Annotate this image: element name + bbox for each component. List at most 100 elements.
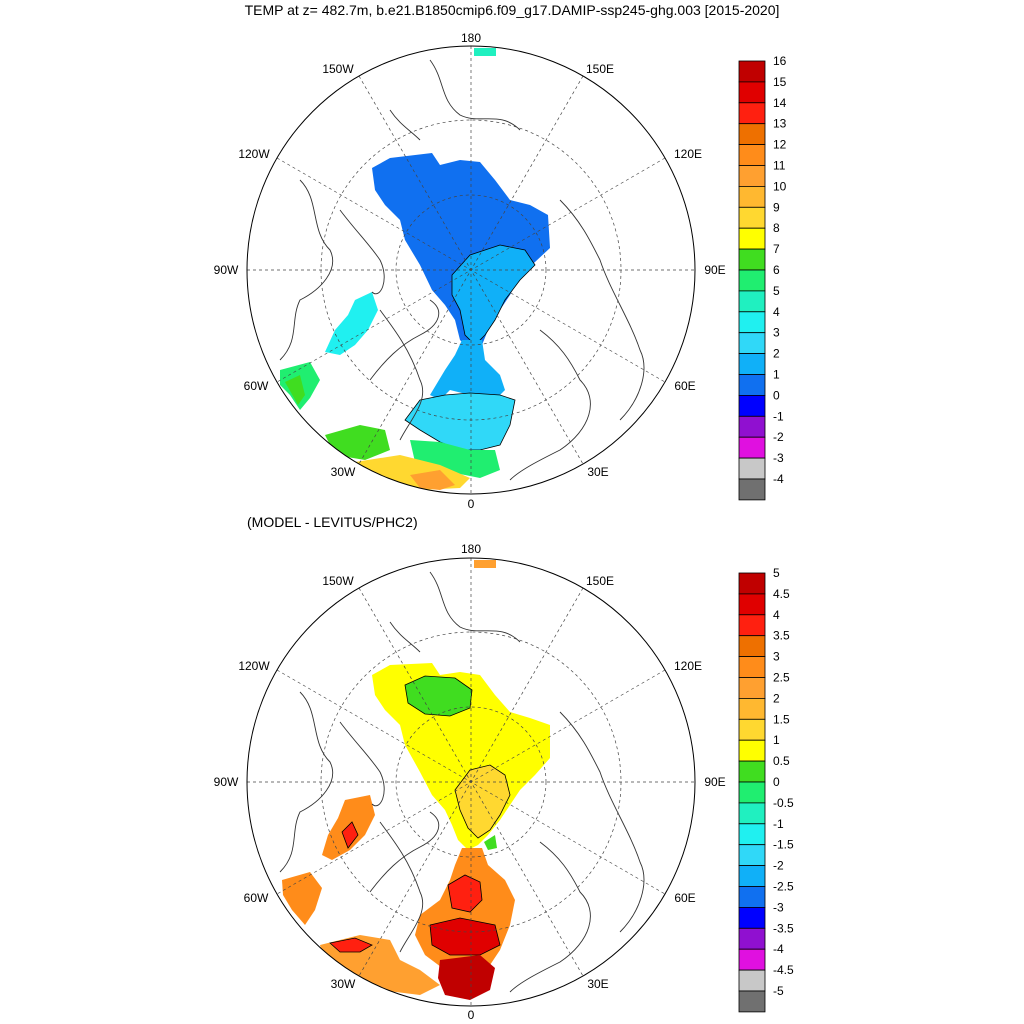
bottom-colorbar-swatch: [738, 907, 766, 929]
top-map-border: [246, 45, 696, 495]
bottom-colorbar-tick-label: -0.5: [773, 796, 794, 810]
bottom-colorbar-swatch: [738, 572, 766, 595]
top-colorbar-tick-label: 2: [773, 347, 780, 361]
top-colorbar-swatch: [738, 102, 766, 125]
bottom-map-border: [246, 557, 696, 1007]
top-colorbar-swatch: [738, 415, 766, 438]
top-colorbar-swatch: [738, 353, 766, 375]
bottom-colorbar-swatch: [738, 969, 766, 992]
top-colorbar-tick-label: 1: [773, 368, 780, 382]
top-colorbar-swatch: [738, 165, 766, 187]
bottom-colorbar-swatch: [738, 718, 766, 741]
top-colorbar-tick-label: 8: [773, 221, 780, 235]
bottom-label-90e: 90E: [704, 775, 725, 789]
top-colorbar-swatch: [738, 227, 766, 250]
top-colorbar-tick-label: 11: [773, 159, 786, 173]
bottom-label-150w: 150W: [322, 574, 354, 588]
bottom-label-180: 180: [461, 542, 481, 556]
bottom-polar-map: 180 150W 150E 120W 120E 90W 90E 60W 60E …: [214, 542, 726, 1022]
difference-subtitle: (MODEL - LEVITUS/PHC2): [247, 514, 418, 530]
top-colorbar-tick-label: -2: [773, 430, 784, 444]
bottom-coastlines: [279, 571, 645, 993]
top-colorbar-swatch: [738, 374, 766, 396]
bottom-colorbar-tick-label: 0: [773, 775, 780, 789]
top-label-90e: 90E: [704, 263, 725, 277]
bottom-green-spot: [484, 835, 497, 850]
bottom-colorbar-swatch: [738, 593, 766, 616]
bottom-colorbar-tick-label: -2.5: [773, 880, 794, 894]
bottom-colorbar-swatch: [738, 677, 766, 699]
bottom-colorbar-tick-label: -2: [773, 859, 784, 873]
bottom-colorbar-swatch: [738, 886, 766, 908]
top-colorbar-swatch: [738, 457, 766, 480]
bottom-nordic-deep: [429, 917, 501, 956]
top-label-0: 0: [468, 497, 475, 511]
top-colorbar-swatch: [738, 144, 766, 166]
top-colorbar-tick-label: 16: [773, 54, 787, 68]
bottom-colorbar-swatch: [738, 781, 766, 804]
top-colorbar-tick-label: 6: [773, 263, 780, 277]
top-colorbar-tick-label: 13: [773, 117, 787, 131]
top-colorbar-tick-label: 9: [773, 200, 780, 214]
top-label-60w: 60W: [244, 379, 269, 393]
bottom-colorbar-tick-label: -1: [773, 817, 784, 831]
top-label-150e: 150E: [586, 62, 614, 76]
top-colorbar-swatch: [738, 60, 766, 83]
top-colorbar-tick-label: -4: [773, 472, 784, 486]
bottom-colorbar-tick-label: -5: [773, 984, 784, 998]
top-labrador-core: [285, 375, 305, 405]
top-nordic-green-field: [410, 440, 500, 478]
top-colorbar-tick-label: 3: [773, 326, 780, 340]
bottom-colorbar-tick-label: -4: [773, 942, 784, 956]
figure-title: TEMP at z= 482.7m, b.e21.B1850cmip6.f09_…: [244, 2, 780, 18]
top-coastlines: [279, 59, 645, 481]
top-label-30e: 30E: [587, 465, 608, 479]
bottom-label-60e: 60E: [674, 891, 695, 905]
bottom-colorbar-tick-label: -1.5: [773, 838, 794, 852]
bottom-label-90w: 90W: [214, 775, 239, 789]
top-colorbar-swatch: [738, 311, 766, 334]
top-colorbar-swatch: [738, 269, 766, 292]
bottom-graticule: [247, 558, 695, 1006]
top-colorbar-tick-label: 12: [773, 138, 787, 152]
bottom-label-60w: 60W: [244, 891, 269, 905]
bottom-bering-field: [474, 560, 496, 568]
bottom-colorbar-swatch: [738, 739, 766, 762]
top-bering-field: [474, 48, 496, 56]
top-baffin-field: [325, 292, 378, 355]
bottom-label-0: 0: [468, 1008, 475, 1022]
bottom-label-150e: 150E: [586, 574, 614, 588]
bottom-nordic-red: [447, 874, 483, 913]
top-colorbar-swatch: [738, 81, 766, 104]
bottom-label-120e: 120E: [674, 659, 702, 673]
bottom-label-30w: 30W: [331, 977, 356, 991]
top-colorbar-swatch: [738, 478, 766, 501]
bottom-colorbar-tick-label: -3: [773, 900, 784, 914]
top-label-90w: 90W: [214, 263, 239, 277]
top-colorbar-swatch: [738, 332, 766, 355]
bottom-label-120w: 120W: [238, 659, 270, 673]
top-orange-field: [410, 470, 455, 490]
top-eurasian-core-field: [451, 244, 536, 346]
bottom-colorbar-swatch: [738, 656, 766, 678]
top-colorbar-swatch: [738, 394, 766, 417]
top-colorbar-tick-label: -3: [773, 451, 784, 465]
top-label-180: 180: [461, 31, 481, 45]
top-colorbar-swatch: [738, 206, 766, 229]
top-colorbar-swatch: [738, 185, 766, 208]
bottom-colorbar-swatch: [738, 990, 766, 1013]
top-colorbar-swatch: [738, 248, 766, 271]
top-colorbar-tick-label: 5: [773, 284, 780, 298]
top-norwegian-sea-field: [404, 392, 516, 451]
bottom-colorbar: 5 4.5 4 3.5 3 2.5 2 1.5 1 0.5 0 -0.5 -1 -1.5 -2 -2.5 -3 -…: [738, 566, 794, 1013]
top-graticule: [247, 46, 695, 494]
bottom-colorbar-swatch: [738, 614, 766, 637]
top-colorbar-tick-label: 10: [773, 179, 787, 193]
top-colorbar-tick-label: 14: [773, 96, 787, 110]
bottom-nordic-darkred: [438, 955, 495, 1000]
bottom-colorbar-tick-label: 2: [773, 691, 780, 705]
top-iceland-green-field: [325, 425, 390, 460]
bottom-colorbar-swatch: [738, 927, 766, 950]
bottom-colorbar-tick-label: 4.5: [773, 587, 790, 601]
